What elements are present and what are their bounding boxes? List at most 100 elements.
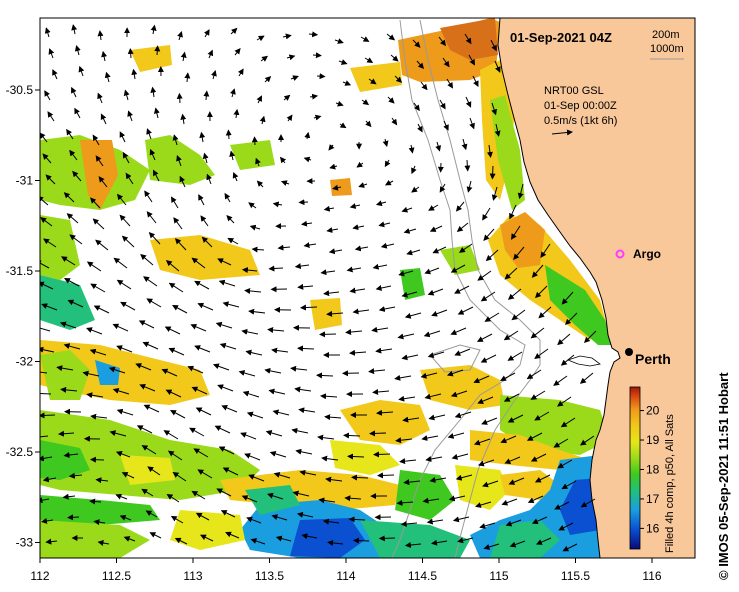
current-arrow bbox=[40, 217, 53, 227]
current-arrow bbox=[557, 333, 571, 346]
current-arrow bbox=[378, 306, 396, 312]
current-arrow bbox=[275, 535, 292, 542]
current-arrow bbox=[318, 497, 336, 504]
current-arrow bbox=[193, 448, 209, 458]
current-arrow bbox=[291, 427, 309, 434]
current-arrow bbox=[180, 113, 187, 125]
current-arrow bbox=[104, 71, 111, 83]
current-arrow bbox=[195, 407, 212, 416]
current-arrow bbox=[286, 114, 293, 122]
current-arrow bbox=[402, 416, 420, 423]
current-arrow bbox=[326, 310, 344, 317]
current-arrow bbox=[457, 306, 474, 315]
current-arrow bbox=[217, 258, 232, 266]
current-arrow bbox=[189, 427, 205, 437]
lat-tick-label: -33 bbox=[16, 536, 34, 550]
current-arrow bbox=[256, 35, 265, 42]
current-arrow bbox=[401, 291, 418, 298]
current-arrow bbox=[141, 488, 154, 497]
current-arrow bbox=[301, 220, 313, 227]
current-arrow bbox=[150, 86, 157, 98]
current-arrow bbox=[41, 303, 58, 311]
current-time-label: 01-Sep 00:00Z bbox=[544, 100, 617, 112]
current-model-label: NRT00 GSL bbox=[544, 85, 604, 97]
current-arrow bbox=[365, 120, 372, 128]
current-arrow bbox=[301, 533, 318, 540]
current-arrow bbox=[89, 498, 102, 505]
current-arrow bbox=[483, 543, 500, 550]
current-arrow bbox=[64, 278, 80, 287]
current-arrow bbox=[466, 180, 473, 193]
lon-tick-label: 115 bbox=[489, 569, 508, 583]
current-arrow bbox=[297, 345, 315, 352]
current-arrow bbox=[211, 70, 217, 80]
current-arrow bbox=[395, 437, 413, 444]
current-arrow bbox=[123, 536, 136, 542]
current-arrow bbox=[141, 445, 157, 455]
current-arrow bbox=[295, 448, 313, 455]
current-arrow bbox=[250, 538, 266, 545]
current-arrow bbox=[108, 366, 126, 374]
current-arrow bbox=[456, 222, 469, 233]
current-arrow bbox=[352, 537, 370, 544]
current-arrow bbox=[44, 90, 51, 101]
current-arrow bbox=[398, 270, 414, 277]
current-arrow bbox=[172, 471, 187, 482]
lon-tick-label: 115.5 bbox=[561, 569, 590, 583]
current-arrow bbox=[166, 493, 180, 503]
current-arrow bbox=[435, 141, 442, 152]
current-arrow bbox=[249, 224, 261, 231]
current-arrow bbox=[67, 299, 84, 308]
current-arrow bbox=[399, 458, 417, 465]
current-arrow bbox=[131, 68, 138, 80]
current-arrow bbox=[326, 227, 339, 233]
current-arrow bbox=[349, 349, 367, 356]
current-arrow bbox=[564, 312, 578, 326]
current-arrow bbox=[197, 469, 213, 479]
current-arrow bbox=[120, 301, 136, 311]
current-arrow bbox=[61, 256, 76, 266]
current-arrow bbox=[142, 341, 159, 350]
current-arrow bbox=[272, 409, 290, 416]
current-arrow bbox=[136, 425, 153, 434]
current-arrow bbox=[268, 265, 284, 272]
current-arrow bbox=[412, 39, 421, 48]
current-arrow bbox=[296, 511, 314, 518]
current-arrow bbox=[147, 466, 161, 476]
current-arrow bbox=[377, 472, 395, 479]
perth-label: Perth bbox=[635, 351, 671, 367]
current-arrow bbox=[394, 374, 412, 381]
current-arrow bbox=[308, 31, 319, 38]
current-arrow bbox=[45, 174, 56, 185]
current-arrow bbox=[303, 242, 317, 248]
current-arrow bbox=[191, 490, 206, 500]
current-arrow bbox=[153, 107, 160, 119]
current-arrow bbox=[135, 363, 152, 371]
current-arrow bbox=[47, 111, 55, 122]
current-arrow bbox=[526, 432, 543, 441]
current-arrow bbox=[256, 95, 262, 104]
current-arrow bbox=[501, 498, 518, 506]
current-arrow bbox=[483, 228, 495, 241]
current-arrow bbox=[194, 345, 211, 353]
current-arrow bbox=[190, 323, 207, 332]
current-arrow bbox=[403, 479, 421, 486]
current-arrow bbox=[168, 282, 184, 293]
current-arrow bbox=[40, 371, 48, 374]
current-arrow bbox=[267, 326, 285, 333]
current-arrow bbox=[52, 69, 58, 80]
current-arrow bbox=[309, 93, 319, 100]
current-arrow bbox=[146, 211, 157, 224]
current-arrow bbox=[165, 389, 182, 398]
current-arrow bbox=[439, 99, 446, 110]
latitude-axis: -30.5 -31 -31.5 -32 -32.5 -33 bbox=[6, 83, 40, 550]
current-arrow bbox=[72, 170, 82, 182]
longitude-axis: 112 112.5 113 113.5 114 114.5 115 115.5 116 bbox=[30, 558, 662, 583]
current-arrow bbox=[222, 301, 240, 308]
current-arrow bbox=[63, 192, 75, 203]
current-arrow bbox=[553, 438, 569, 448]
current-arrow bbox=[372, 388, 390, 395]
current-arrow bbox=[66, 128, 74, 140]
current-arrow bbox=[277, 244, 291, 251]
